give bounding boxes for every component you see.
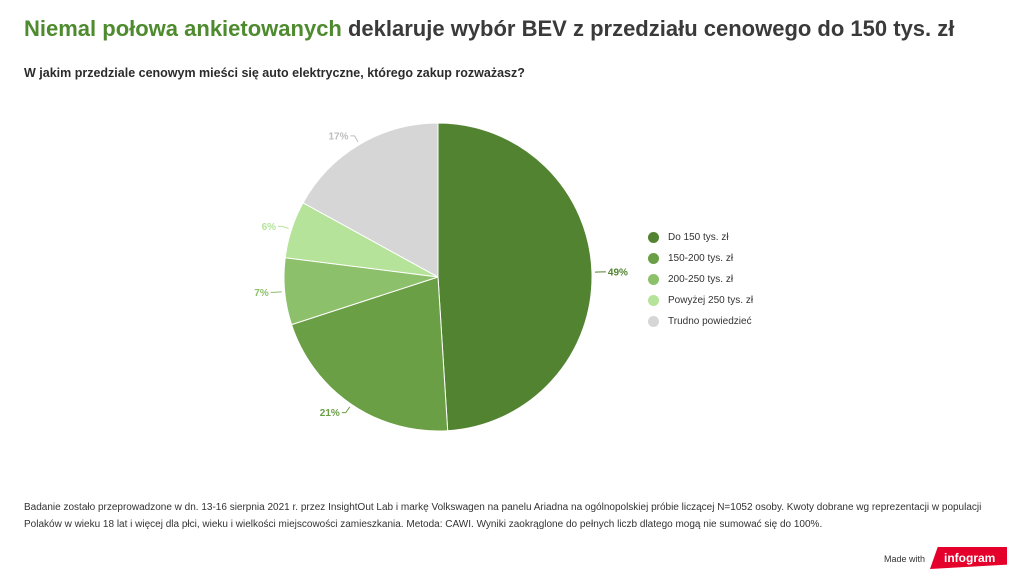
legend-swatch-icon [648, 316, 659, 327]
legend-item-150-200[interactable]: 150-200 tys. zł [648, 248, 753, 269]
data-label-trudno-powiedziec: 17% [329, 131, 349, 142]
chart-subtitle: W jakim przedziale cenowym mieści się au… [24, 66, 525, 80]
pie-slice-do-150[interactable] [437, 122, 593, 432]
legend-label: Do 150 tys. zł [668, 232, 729, 243]
footnote: Badanie zostało przeprowadzone w dn. 13-… [24, 502, 982, 530]
data-label-150-200: 21% [320, 408, 340, 419]
title-rest: deklaruje wybór BEV z przedziału cenoweg… [341, 16, 955, 41]
legend-label: 200-250 tys. zł [668, 274, 734, 285]
leader-line-powyzej-250 [278, 225, 289, 229]
legend-label: Trudno powiedzieć [668, 316, 752, 327]
data-label-do-150: 49% [608, 267, 628, 278]
pie-slice-150-200[interactable] [290, 276, 449, 432]
infogram-logo[interactable]: infogram [930, 547, 1008, 569]
legend-item-do-150[interactable]: Do 150 tys. zł [648, 227, 753, 248]
leader-line-150-200 [341, 406, 351, 414]
legend-swatch-icon [648, 274, 659, 285]
legend-swatch-icon [648, 253, 659, 264]
chart-title: Niemal połowa ankietowanych deklaruje wy… [24, 16, 954, 42]
data-label-200-250: 7% [254, 288, 269, 299]
leader-line-200-250 [270, 291, 282, 293]
pie-slice-trudno-powiedziec[interactable] [302, 122, 439, 278]
legend-item-trudno-powiedziec[interactable]: Trudno powiedzieć [648, 311, 753, 332]
legend-label: 150-200 tys. zł [668, 253, 734, 264]
legend-item-200-250[interactable]: 200-250 tys. zł [648, 269, 753, 290]
data-label-powyzej-250: 6% [262, 222, 277, 233]
legend: Do 150 tys. zł 150-200 tys. zł 200-250 tys… [648, 227, 753, 332]
legend-swatch-icon [648, 232, 659, 243]
leader-line-trudno-powiedziec [350, 135, 359, 143]
made-with-label: Made with [884, 554, 926, 564]
legend-item-powyzej-250[interactable]: Powyżej 250 tys. zł [648, 290, 753, 311]
title-highlight: Niemal połowa ankietowanych [24, 16, 342, 41]
legend-swatch-icon [648, 295, 659, 306]
legend-label: Powyżej 250 tys. zł [668, 295, 754, 306]
